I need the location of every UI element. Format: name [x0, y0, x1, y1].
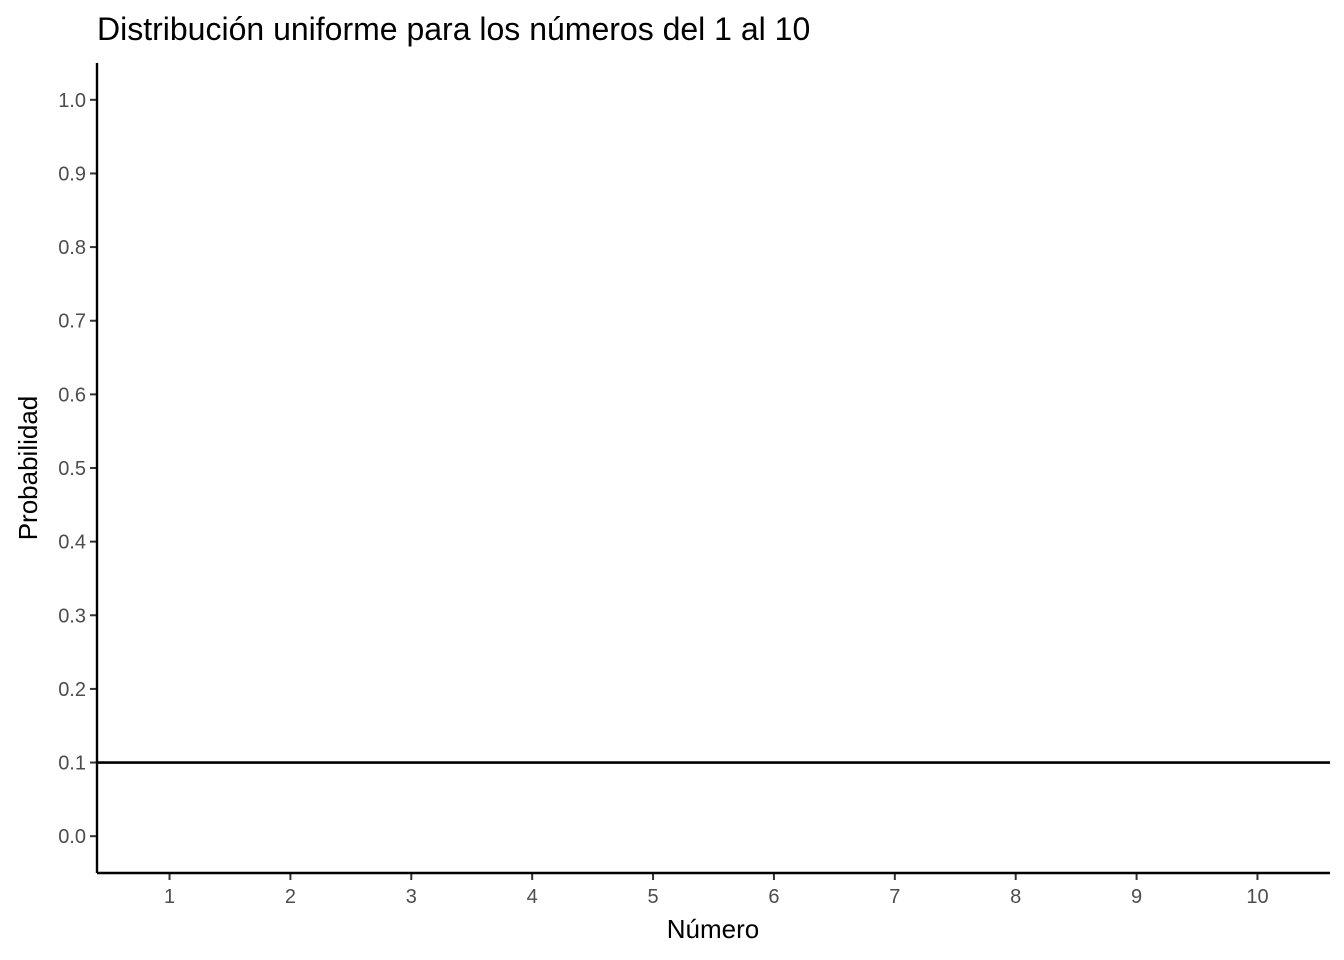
y-tick-label: 0.8: [58, 237, 86, 259]
y-tick-label: 0.2: [58, 679, 86, 701]
chart-title: Distribución uniforme para los números d…: [97, 11, 810, 47]
y-tick-label: 0.3: [58, 605, 86, 627]
x-tick-label: 10: [1246, 886, 1268, 908]
x-tick-label: 9: [1131, 886, 1142, 908]
y-tick-label: 0.1: [58, 753, 86, 775]
x-axis-title: Número: [667, 914, 759, 944]
y-tick-label: 1.0: [58, 90, 86, 112]
x-tick-label: 7: [889, 886, 900, 908]
y-axis-title: Probabilidad: [13, 396, 43, 541]
y-tick-label: 0.7: [58, 311, 86, 333]
x-axis-ticks: 1 2 3 4 5 6 7 8 9 10: [164, 873, 1269, 908]
y-tick-label: 0.6: [58, 384, 86, 406]
x-tick-label: 1: [164, 886, 175, 908]
x-tick-label: 5: [647, 886, 658, 908]
y-axis-ticks: 0.0 0.1 0.2 0.3 0.4 0.5 0.6 0.7 0.8 0.9 1.0: [58, 90, 97, 848]
x-tick-label: 2: [285, 886, 296, 908]
x-tick-label: 3: [406, 886, 417, 908]
y-tick-label: 0.4: [58, 532, 86, 554]
x-tick-label: 8: [1010, 886, 1021, 908]
x-tick-label: 6: [768, 886, 779, 908]
y-tick-label: 0.0: [58, 826, 86, 848]
x-tick-label: 4: [527, 886, 538, 908]
y-tick-label: 0.5: [58, 458, 86, 480]
y-tick-label: 0.9: [58, 163, 86, 185]
